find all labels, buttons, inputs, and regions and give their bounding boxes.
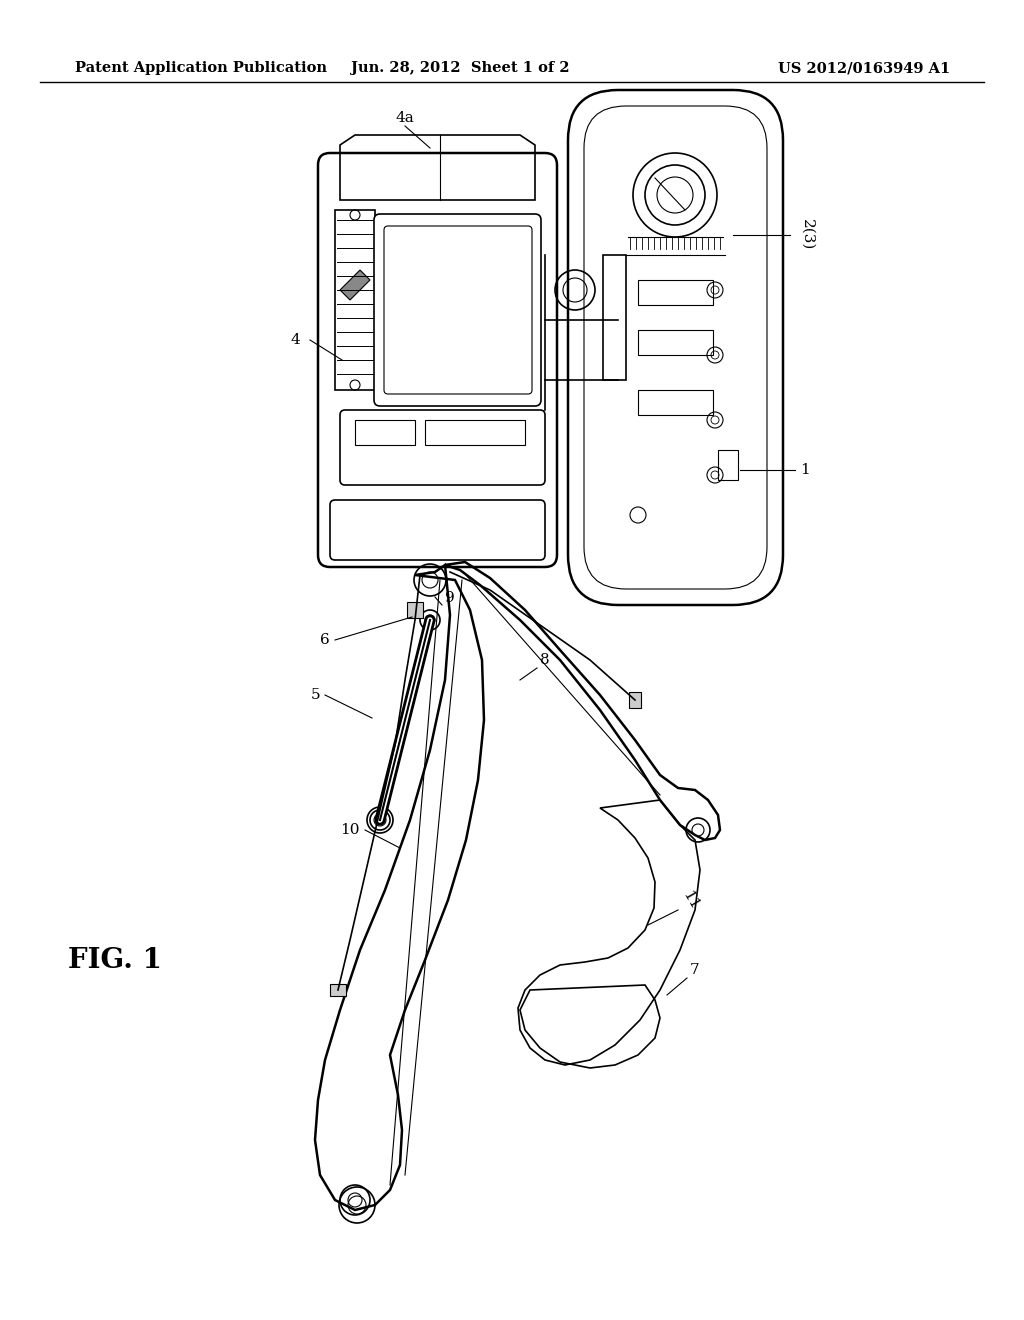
Text: 4a: 4a — [395, 111, 415, 125]
Text: 5: 5 — [310, 688, 319, 702]
Text: FIG. 1: FIG. 1 — [68, 946, 162, 974]
Polygon shape — [407, 602, 423, 618]
FancyBboxPatch shape — [318, 153, 557, 568]
Text: Jun. 28, 2012  Sheet 1 of 2: Jun. 28, 2012 Sheet 1 of 2 — [350, 61, 569, 75]
Text: 8: 8 — [540, 653, 550, 667]
Polygon shape — [330, 983, 346, 997]
FancyBboxPatch shape — [568, 90, 783, 605]
Text: 7: 7 — [690, 964, 699, 977]
FancyBboxPatch shape — [330, 500, 545, 560]
Text: US 2012/0163949 A1: US 2012/0163949 A1 — [778, 61, 950, 75]
Polygon shape — [340, 271, 370, 300]
Text: 9: 9 — [445, 591, 455, 605]
FancyBboxPatch shape — [340, 411, 545, 484]
Text: 6: 6 — [321, 634, 330, 647]
FancyBboxPatch shape — [384, 226, 532, 393]
FancyBboxPatch shape — [374, 214, 541, 407]
Text: Patent Application Publication: Patent Application Publication — [75, 61, 327, 75]
Text: 11: 11 — [680, 888, 701, 912]
FancyBboxPatch shape — [584, 106, 767, 589]
Text: 10: 10 — [341, 822, 360, 837]
Polygon shape — [629, 692, 641, 708]
Text: 2(3): 2(3) — [800, 219, 814, 251]
Text: 1: 1 — [800, 463, 810, 477]
Text: 4: 4 — [290, 333, 300, 347]
